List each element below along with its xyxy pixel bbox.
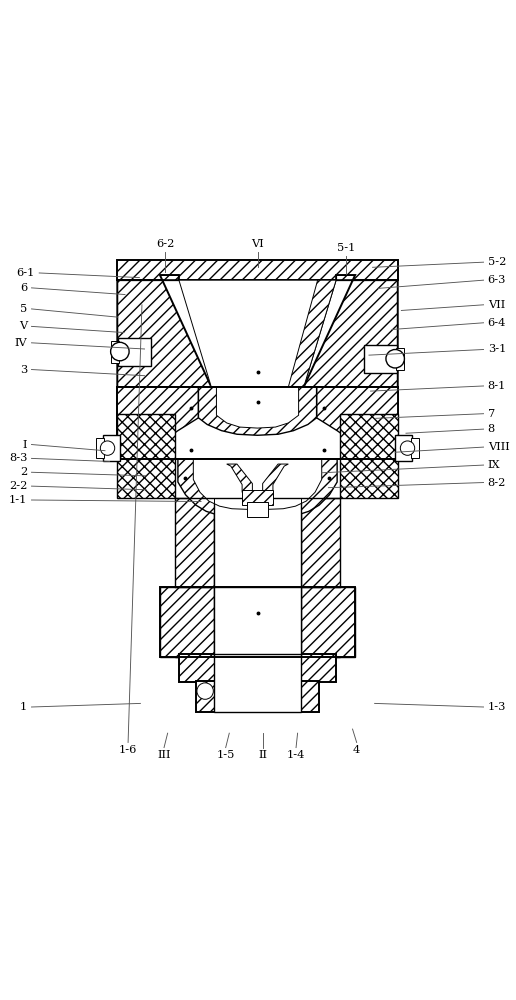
Text: 1-3: 1-3 [488,702,506,712]
Text: 6-3: 6-3 [488,275,506,285]
Bar [196,681,319,712]
Bar [411,438,419,458]
Bar [175,498,214,657]
Bar [117,414,175,498]
Bar [247,502,268,517]
Circle shape [197,683,213,699]
Polygon shape [178,459,337,517]
Text: IX: IX [488,460,501,470]
Text: 8: 8 [488,424,495,434]
Circle shape [400,441,415,455]
Text: 1: 1 [20,702,27,712]
Text: III: III [157,750,171,760]
Polygon shape [216,387,299,428]
Text: 1-5: 1-5 [217,750,235,760]
Polygon shape [317,387,398,454]
Text: 6-2: 6-2 [156,239,174,249]
Text: 8-1: 8-1 [488,381,506,391]
Text: 1-4: 1-4 [287,750,305,760]
Bar [396,348,404,370]
Text: 1-1: 1-1 [9,495,27,505]
Bar [214,498,301,657]
Bar [111,341,119,363]
Text: 6-4: 6-4 [488,318,506,328]
Polygon shape [194,459,322,510]
Polygon shape [288,280,336,387]
Bar [301,587,355,657]
Text: 4: 4 [353,745,360,755]
Bar [364,345,397,373]
Text: II: II [258,750,267,760]
Text: 8-3: 8-3 [9,453,27,463]
Polygon shape [117,275,211,387]
Text: 7: 7 [488,409,495,419]
Bar [117,387,398,459]
Polygon shape [227,464,252,492]
Polygon shape [263,464,288,492]
Text: I: I [23,440,27,450]
Bar [301,498,340,657]
Text: V: V [19,321,27,331]
Text: 2: 2 [20,467,27,477]
Bar [180,654,335,682]
Circle shape [100,441,115,455]
Text: 6: 6 [20,283,27,293]
Text: 2-2: 2-2 [9,481,27,491]
Polygon shape [179,280,336,387]
Text: 5-2: 5-2 [488,257,506,267]
Polygon shape [199,387,317,435]
Text: VIII: VIII [488,442,509,452]
Polygon shape [304,275,398,387]
Text: 3-1: 3-1 [488,344,506,354]
Text: 3: 3 [20,365,27,375]
Text: 1-6: 1-6 [119,745,137,755]
Text: 6-1: 6-1 [17,268,35,278]
Bar [103,435,120,461]
Text: 5: 5 [20,304,27,314]
Bar [117,260,398,280]
Text: IV: IV [14,338,27,348]
Bar [160,587,214,657]
Text: VI: VI [251,239,264,249]
Polygon shape [117,387,199,454]
Bar [160,587,355,657]
Circle shape [110,342,129,361]
Text: 8-2: 8-2 [488,478,506,488]
Bar [118,338,151,366]
Circle shape [386,349,405,368]
Text: 5-1: 5-1 [336,243,355,253]
Bar [214,654,301,712]
Text: VII: VII [488,300,505,310]
Bar [242,490,273,505]
Bar [340,414,398,498]
Bar [96,438,104,458]
Bar [395,435,412,461]
